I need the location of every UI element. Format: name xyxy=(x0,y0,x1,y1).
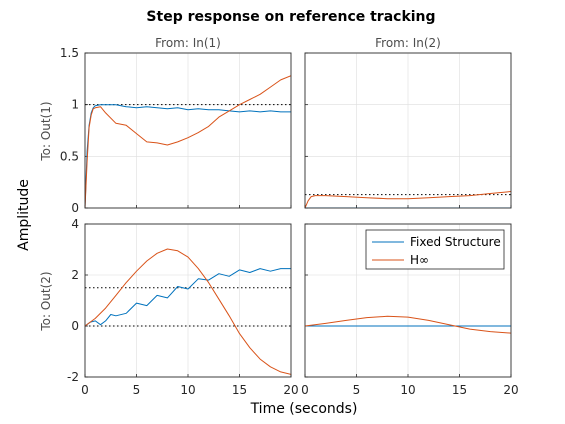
x-tick-label: 20 xyxy=(283,383,298,397)
panel-r2c1-frame-top xyxy=(84,223,292,378)
panel-r1c1-series-fixed-structure xyxy=(85,104,291,208)
y-tick-label: 2 xyxy=(71,268,79,282)
x-axis-label: Time (seconds) xyxy=(250,401,358,417)
y-tick-label: 4 xyxy=(71,217,79,231)
panel-r1c1-frame-top xyxy=(84,52,292,209)
panel-r1c2-series-hinf xyxy=(305,191,511,208)
column-header-in1: From: In(1) xyxy=(155,36,221,50)
column-header-in2: From: In(2) xyxy=(375,36,441,50)
legend-label: Fixed Structure xyxy=(410,235,501,249)
x-tick-label: 5 xyxy=(133,383,141,397)
y-tick-label: 0 xyxy=(71,319,79,333)
legend-box xyxy=(365,229,505,270)
legend-label: H∞ xyxy=(410,253,429,267)
panel-r2c2-frame-top xyxy=(304,223,512,378)
row-label-out1: To: Out(1) xyxy=(39,101,53,161)
x-tick-label: 0 xyxy=(301,383,309,397)
panel-r2c2-series-hinf xyxy=(305,315,511,334)
x-tick-label: 0 xyxy=(81,383,89,397)
panel-r1c1: 0 0.5 1 1.5 xyxy=(60,46,292,215)
panel-r1c2-frame-top xyxy=(304,52,512,209)
y-axis-label: Amplitude xyxy=(16,179,32,251)
x-tick-label: 15 xyxy=(452,383,467,397)
panel-r2c1-series-hinf xyxy=(85,248,291,375)
panel-r2c1-series-fixed-structure xyxy=(85,268,291,327)
y-tick-label: -2 xyxy=(67,370,79,384)
legend: Fixed Structure H∞ xyxy=(365,229,505,270)
x-tick-label: 10 xyxy=(180,383,195,397)
x-tick-label: 20 xyxy=(503,383,518,397)
chart-title: Step response on reference tracking xyxy=(146,9,435,25)
x-tick-label: 10 xyxy=(400,383,415,397)
y-tick-label: 1 xyxy=(71,98,79,112)
panel-r1c2 xyxy=(304,52,512,209)
y-tick-label: 0 xyxy=(71,201,79,215)
x-tick-label: 5 xyxy=(353,383,361,397)
panel-r1c1-series-hinf xyxy=(85,75,291,208)
y-tick-label: 0.5 xyxy=(60,149,79,163)
row-label-out2: To: Out(2) xyxy=(39,271,53,331)
x-tick-label: 15 xyxy=(232,383,247,397)
y-tick-label: 1.5 xyxy=(60,46,79,60)
